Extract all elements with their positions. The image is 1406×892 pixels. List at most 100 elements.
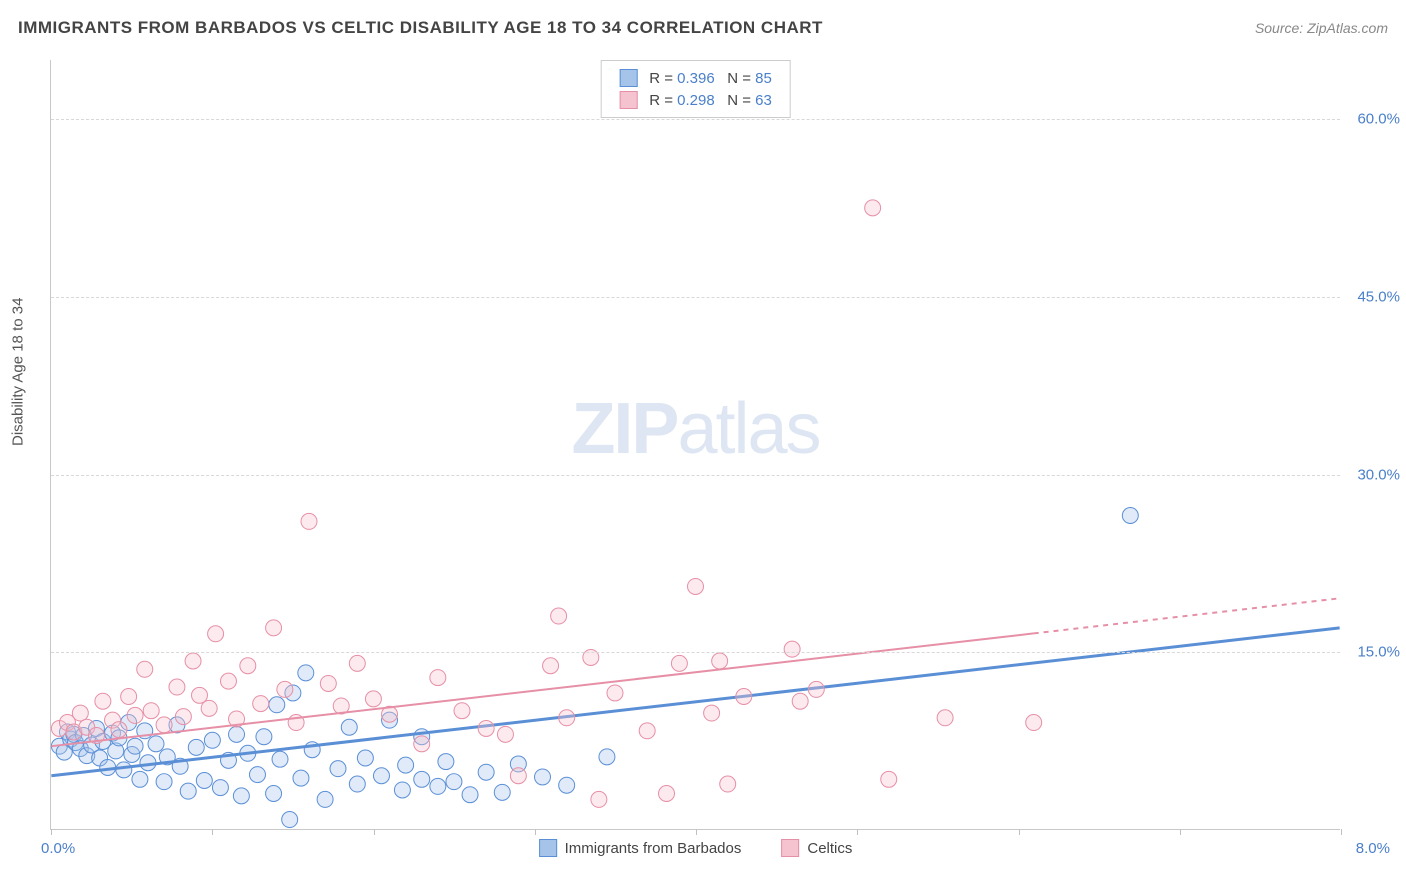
scatter-point bbox=[269, 697, 285, 713]
stats-legend: R = 0.396 N = 85 R = 0.298 N = 63 bbox=[600, 60, 791, 118]
chart-container: IMMIGRANTS FROM BARBADOS VS CELTIC DISAB… bbox=[0, 0, 1406, 892]
scatter-point bbox=[1026, 715, 1042, 731]
scatter-point bbox=[712, 653, 728, 669]
x-tick bbox=[535, 829, 536, 835]
scatter-point bbox=[438, 754, 454, 770]
scatter-point bbox=[510, 768, 526, 784]
grid-line bbox=[51, 652, 1340, 653]
scatter-point bbox=[349, 655, 365, 671]
x-tick bbox=[1341, 829, 1342, 835]
plot-svg bbox=[51, 60, 1340, 829]
scatter-point bbox=[357, 750, 373, 766]
scatter-point bbox=[156, 717, 172, 733]
scatter-point bbox=[320, 675, 336, 691]
scatter-point bbox=[559, 777, 575, 793]
scatter-point bbox=[229, 726, 245, 742]
stats-text: R = 0.396 N = 85 bbox=[649, 70, 772, 87]
x-max-label: 8.0% bbox=[1356, 840, 1390, 857]
scatter-point bbox=[127, 738, 143, 754]
scatter-point bbox=[298, 665, 314, 681]
x-tick bbox=[212, 829, 213, 835]
scatter-point bbox=[639, 723, 655, 739]
scatter-point bbox=[148, 736, 164, 752]
scatter-point bbox=[688, 578, 704, 594]
x-tick bbox=[1019, 829, 1020, 835]
scatter-point bbox=[462, 787, 478, 803]
scatter-point bbox=[277, 681, 293, 697]
legend-label: Celtics bbox=[807, 840, 852, 857]
scatter-point bbox=[659, 786, 675, 802]
scatter-point bbox=[180, 783, 196, 799]
scatter-point bbox=[137, 661, 153, 677]
x-tick bbox=[51, 829, 52, 835]
scatter-point bbox=[143, 703, 159, 719]
scatter-point bbox=[865, 200, 881, 216]
scatter-point bbox=[169, 679, 185, 695]
scatter-point bbox=[591, 791, 607, 807]
stats-row: R = 0.396 N = 85 bbox=[619, 67, 772, 89]
scatter-point bbox=[208, 626, 224, 642]
scatter-point bbox=[478, 720, 494, 736]
scatter-point bbox=[212, 780, 228, 796]
scatter-point bbox=[253, 696, 269, 712]
title-bar: IMMIGRANTS FROM BARBADOS VS CELTIC DISAB… bbox=[18, 18, 1388, 38]
scatter-point bbox=[808, 681, 824, 697]
scatter-point bbox=[671, 655, 687, 671]
grid-line bbox=[51, 297, 1340, 298]
scatter-point bbox=[543, 658, 559, 674]
scatter-point bbox=[446, 774, 462, 790]
x-tick bbox=[374, 829, 375, 835]
scatter-point bbox=[784, 641, 800, 657]
scatter-point bbox=[293, 770, 309, 786]
scatter-point bbox=[175, 709, 191, 725]
scatter-point bbox=[266, 786, 282, 802]
scatter-point bbox=[1122, 507, 1138, 523]
stats-row: R = 0.298 N = 63 bbox=[619, 89, 772, 111]
stats-text: R = 0.298 N = 63 bbox=[649, 92, 772, 109]
scatter-point bbox=[266, 620, 282, 636]
scatter-point bbox=[497, 726, 513, 742]
scatter-point bbox=[704, 705, 720, 721]
scatter-point bbox=[535, 769, 551, 785]
scatter-point bbox=[478, 764, 494, 780]
scatter-point bbox=[196, 773, 212, 789]
bottom-legend-item: Immigrants from Barbados bbox=[539, 839, 742, 857]
scatter-point bbox=[607, 685, 623, 701]
source-label: Source: ZipAtlas.com bbox=[1255, 20, 1388, 36]
scatter-point bbox=[937, 710, 953, 726]
scatter-point bbox=[116, 762, 132, 778]
scatter-point bbox=[201, 700, 217, 716]
scatter-point bbox=[121, 689, 137, 705]
scatter-point bbox=[233, 788, 249, 804]
scatter-point bbox=[599, 749, 615, 765]
scatter-point bbox=[414, 771, 430, 787]
legend-swatch bbox=[619, 69, 637, 87]
trend-line-dashed bbox=[1034, 598, 1340, 633]
scatter-point bbox=[185, 653, 201, 669]
scatter-point bbox=[373, 768, 389, 784]
y-tick-label: 30.0% bbox=[1357, 466, 1400, 483]
scatter-point bbox=[249, 767, 265, 783]
scatter-point bbox=[454, 703, 470, 719]
grid-line bbox=[51, 475, 1340, 476]
scatter-point bbox=[188, 739, 204, 755]
chart-title: IMMIGRANTS FROM BARBADOS VS CELTIC DISAB… bbox=[18, 18, 823, 38]
scatter-point bbox=[127, 707, 143, 723]
scatter-point bbox=[282, 812, 298, 828]
scatter-point bbox=[240, 658, 256, 674]
x-tick bbox=[1180, 829, 1181, 835]
y-tick-label: 45.0% bbox=[1357, 288, 1400, 305]
grid-line bbox=[51, 119, 1340, 120]
legend-swatch bbox=[539, 839, 557, 857]
scatter-point bbox=[156, 774, 172, 790]
scatter-point bbox=[72, 705, 88, 721]
legend-swatch bbox=[619, 91, 637, 109]
scatter-point bbox=[341, 719, 357, 735]
y-axis-label: Disability Age 18 to 34 bbox=[10, 298, 27, 446]
x-origin-label: 0.0% bbox=[41, 840, 75, 857]
scatter-point bbox=[317, 791, 333, 807]
scatter-point bbox=[365, 691, 381, 707]
y-tick-label: 15.0% bbox=[1357, 644, 1400, 661]
scatter-point bbox=[272, 751, 288, 767]
scatter-point bbox=[111, 722, 127, 738]
